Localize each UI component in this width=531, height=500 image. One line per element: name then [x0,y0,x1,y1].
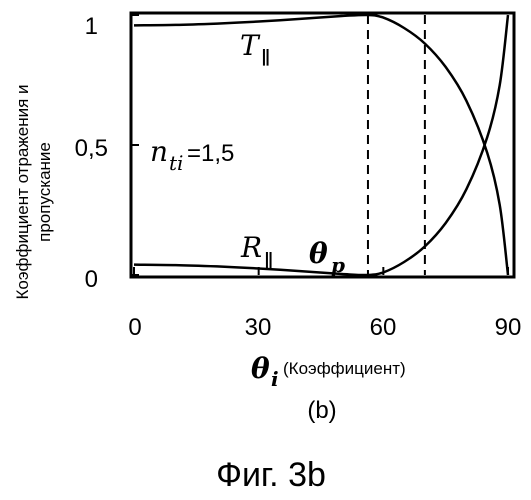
panel-label: (b) [307,397,336,424]
y-axis-label-line2: пропускание [35,142,54,242]
annotation-theta-main: θ [309,237,328,270]
x-tick-label-0: 0 [128,314,141,341]
y-tick-label-1: 1 [85,13,98,40]
annotation-R-parallel: R ∥ [240,231,274,272]
y-tick-label-05: 0,5 [75,135,108,162]
x-axis-label: θ i (Коэффициент) [251,352,406,391]
x-tick-label-90: 90 [495,314,522,341]
annotation-n-sub: ti [169,151,183,175]
annotation-theta-sub: p [331,253,345,277]
x-axis-label-symbol: θ [251,352,270,385]
y-tick-label-0: 0 [85,266,98,293]
annotation-T-sub: ∥ [261,48,271,69]
annotation-T-main: T [240,29,261,62]
reference-lines [368,15,425,275]
annotation-R-sub: ∥ [264,251,274,272]
x-tick-label-60: 60 [370,314,397,341]
annotation-refractive-index: n ti =1,5 [150,135,234,175]
x-axis-label-subscript: i [271,367,279,391]
annotation-R-main: R [240,231,262,264]
annotation-n-main: n [150,135,168,168]
figure-caption: Фиг. 3b [216,456,326,494]
annotation-n-value: =1,5 [187,140,234,167]
x-tick-label-30: 30 [245,314,272,341]
annotation-T-parallel: T ∥ [240,29,271,69]
y-axis-label-line1: Коэффициент отражения и [13,85,32,300]
x-axis-label-text: (Коэффициент) [283,359,406,378]
